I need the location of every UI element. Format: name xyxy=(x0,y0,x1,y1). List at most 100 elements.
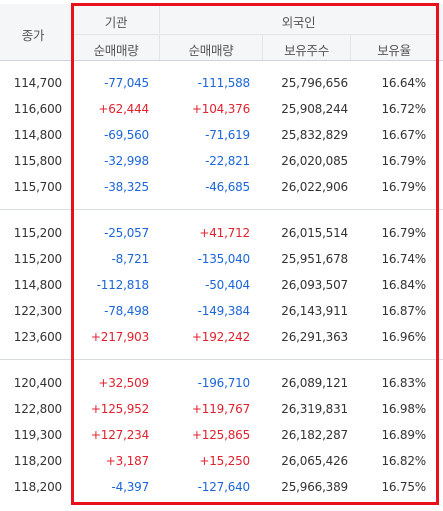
closing-price-cell: 115,200 xyxy=(13,252,62,266)
header-foreign-group: 외국인 xyxy=(281,15,316,30)
table-row: 114,800 -112,818 -50,404 26,093,507 16.84% xyxy=(0,272,443,298)
closing-price-cell: 118,200 xyxy=(13,454,62,468)
closing-price-cell: 123,600 xyxy=(13,330,62,344)
foreign-ratio-cell: 16.84% xyxy=(381,278,426,292)
header-foreign-ratio: 보유율 xyxy=(377,43,411,58)
institution-net-cell: -78,498 xyxy=(104,304,149,318)
institution-net-cell: -32,998 xyxy=(104,154,149,168)
foreign-ratio-cell: 16.79% xyxy=(381,226,426,240)
table-row: 119,300 +127,234 +125,865 26,182,287 16.89% xyxy=(0,422,443,448)
table-row: 118,200 +3,187 +15,250 26,065,426 16.82% xyxy=(0,448,443,474)
closing-price-cell: 114,700 xyxy=(13,76,62,90)
foreign-net-cell: +41,712 xyxy=(199,226,250,240)
table-row: 115,200 -25,057 +41,712 26,015,514 16.79% xyxy=(0,220,443,246)
closing-price-cell: 120,400 xyxy=(13,376,62,390)
foreign-ratio-cell: 16.98% xyxy=(381,402,426,416)
foreign-ratio-cell: 16.82% xyxy=(381,454,426,468)
foreign-net-cell: -149,384 xyxy=(197,304,251,318)
foreign-shares-cell: 26,291,363 xyxy=(281,330,348,344)
institution-net-cell: +217,903 xyxy=(90,330,149,344)
foreign-shares-cell: 25,951,678 xyxy=(281,252,348,266)
table-row: 118,200 -4,397 -127,640 25,966,389 16.75% xyxy=(0,474,443,500)
foreign-ratio-cell: 16.75% xyxy=(381,480,426,494)
foreign-ratio-cell: 16.79% xyxy=(381,180,426,194)
foreign-shares-cell: 26,182,287 xyxy=(281,428,348,442)
table-row: 116,600 +62,444 +104,376 25,908,244 16.72% xyxy=(0,96,443,122)
closing-price-cell: 116,600 xyxy=(13,102,62,116)
foreign-shares-cell: 25,832,829 xyxy=(281,128,348,142)
foreign-net-cell: -71,619 xyxy=(205,128,250,142)
foreign-ratio-cell: 16.74% xyxy=(381,252,426,266)
closing-price-cell: 115,700 xyxy=(13,180,62,194)
closing-price-cell: 122,300 xyxy=(13,304,62,318)
institution-net-cell: +3,187 xyxy=(105,454,149,468)
group-divider xyxy=(0,209,443,210)
foreign-shares-cell: 25,796,656 xyxy=(281,76,348,90)
institution-net-cell: +125,952 xyxy=(90,402,149,416)
foreign-net-cell: -111,588 xyxy=(197,76,251,90)
table-row: 114,700 -77,045 -111,588 25,796,656 16.64% xyxy=(0,70,443,96)
header-institution-group: 기관 xyxy=(104,15,128,30)
table-row: 122,800 +125,952 +119,767 26,319,831 16.98% xyxy=(0,396,443,422)
table-row: 120,400 +32,509 -196,710 26,089,121 16.83% xyxy=(0,370,443,396)
foreign-shares-cell: 26,065,426 xyxy=(281,454,348,468)
table-row: 114,800 -69,560 -71,619 25,832,829 16.67% xyxy=(0,122,443,148)
foreign-shares-cell: 25,908,244 xyxy=(281,102,348,116)
foreign-shares-cell: 26,022,906 xyxy=(281,180,348,194)
foreign-net-cell: -196,710 xyxy=(197,376,251,390)
foreign-net-cell: -22,821 xyxy=(205,154,250,168)
header-divider xyxy=(262,35,263,60)
foreign-ratio-cell: 16.72% xyxy=(381,102,426,116)
header-foreign-net: 순매매량 xyxy=(188,43,234,58)
foreign-shares-cell: 26,020,085 xyxy=(281,154,348,168)
foreign-net-cell: +119,767 xyxy=(191,402,250,416)
institution-net-cell: +127,234 xyxy=(90,428,149,442)
group-divider xyxy=(0,359,443,360)
foreign-shares-cell: 26,089,121 xyxy=(281,376,348,390)
table-row: 122,300 -78,498 -149,384 26,143,911 16.87% xyxy=(0,298,443,324)
institution-net-cell: -4,397 xyxy=(111,480,150,494)
institution-net-cell: -8,721 xyxy=(111,252,150,266)
closing-price-cell: 114,800 xyxy=(13,128,62,142)
header-divider xyxy=(350,35,351,60)
foreign-shares-cell: 25,966,389 xyxy=(281,480,348,494)
foreign-net-cell: +125,865 xyxy=(191,428,250,442)
closing-price-cell: 115,200 xyxy=(13,226,62,240)
closing-price-cell: 115,800 xyxy=(13,154,62,168)
table-row: 115,800 -32,998 -22,821 26,020,085 16.79% xyxy=(0,148,443,174)
foreign-shares-cell: 26,319,831 xyxy=(281,402,348,416)
table-row: 115,200 -8,721 -135,040 25,951,678 16.74% xyxy=(0,246,443,272)
header-divider xyxy=(0,60,443,61)
foreign-net-cell: -135,040 xyxy=(197,252,251,266)
foreign-net-cell: -127,640 xyxy=(197,480,251,494)
institution-net-cell: -112,818 xyxy=(96,278,150,292)
foreign-net-cell: +104,376 xyxy=(191,102,250,116)
closing-price-cell: 122,800 xyxy=(13,402,62,416)
header-divider xyxy=(159,4,160,60)
institution-net-cell: -25,057 xyxy=(104,226,149,240)
foreign-shares-cell: 26,143,911 xyxy=(281,304,348,318)
foreign-net-cell: +192,242 xyxy=(191,330,250,344)
table-row: 115,700 -38,325 -46,685 26,022,906 16.79% xyxy=(0,174,443,200)
institution-net-cell: +32,509 xyxy=(98,376,149,390)
table-row: 123,600 +217,903 +192,242 26,291,363 16.96% xyxy=(0,324,443,350)
closing-price-cell: 119,300 xyxy=(13,428,62,442)
foreign-ratio-cell: 16.87% xyxy=(381,304,426,318)
foreign-ratio-cell: 16.89% xyxy=(381,428,426,442)
institution-net-cell: -69,560 xyxy=(104,128,149,142)
foreign-net-cell: +15,250 xyxy=(199,454,250,468)
header-institution-net: 순매매량 xyxy=(93,43,139,58)
foreign-ratio-cell: 16.79% xyxy=(381,154,426,168)
foreign-net-cell: -50,404 xyxy=(205,278,250,292)
institution-net-cell: -38,325 xyxy=(104,180,149,194)
institution-net-cell: -77,045 xyxy=(104,76,149,90)
foreign-ratio-cell: 16.83% xyxy=(381,376,426,390)
foreign-ratio-cell: 16.96% xyxy=(381,330,426,344)
header-closing-price: 종가 xyxy=(21,28,45,43)
closing-price-cell: 118,200 xyxy=(13,480,62,494)
header-foreign-shares: 보유주수 xyxy=(284,43,329,58)
foreign-net-cell: -46,685 xyxy=(205,180,250,194)
closing-price-cell: 114,800 xyxy=(13,278,62,292)
header-divider xyxy=(73,34,437,35)
foreign-shares-cell: 26,015,514 xyxy=(281,226,348,240)
